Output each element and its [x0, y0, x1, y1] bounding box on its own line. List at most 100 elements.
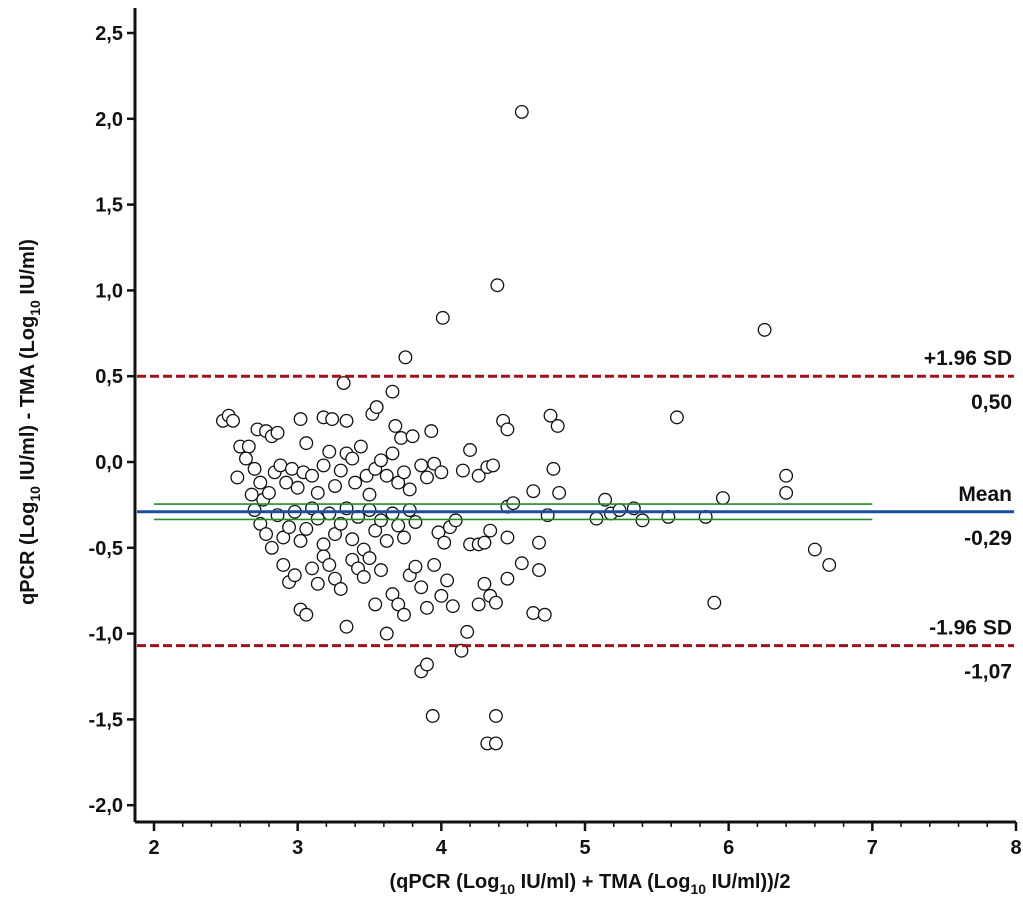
data-point	[532, 535, 546, 550]
y-axis-title: qPCR (Log10 IU/ml) - TMA (Log10 IU/ml)	[17, 239, 43, 605]
y-tick-label: -2,0	[89, 795, 123, 817]
data-point	[244, 487, 259, 502]
data-point	[550, 419, 565, 433]
data-point	[526, 606, 541, 620]
mean-value-label: -0,29	[964, 527, 1012, 550]
data-point	[460, 624, 475, 639]
data-point	[455, 463, 470, 478]
data-points	[216, 104, 837, 751]
data-point	[405, 429, 420, 444]
data-point	[391, 597, 406, 612]
axes: 2,5 2,0 1,5 1,0 0,5 0,0 -0,5 -1,0 -1,5 -2,0 2 3 4 5 6 7…	[89, 8, 1022, 859]
data-point	[437, 535, 452, 550]
data-point	[471, 468, 486, 483]
data-point	[328, 479, 342, 493]
data-point	[374, 453, 388, 468]
data-point	[322, 444, 337, 459]
data-point	[368, 597, 383, 612]
data-point	[448, 513, 463, 528]
data-point	[397, 465, 411, 480]
data-point	[282, 520, 296, 535]
data-point	[339, 413, 354, 428]
x-axis-title-subscript: 10	[500, 881, 516, 897]
data-point	[463, 443, 478, 457]
data-point	[397, 607, 411, 622]
data-point	[310, 576, 325, 591]
data-point	[362, 487, 377, 502]
data-point	[445, 599, 460, 614]
data-point	[477, 576, 492, 591]
data-point	[333, 516, 348, 531]
data-point	[440, 573, 455, 588]
data-point	[287, 568, 302, 583]
lower-loa-value-label: -1,07	[964, 661, 1012, 684]
y-tick-label: -1,5	[89, 709, 123, 731]
data-point	[425, 709, 440, 723]
data-point	[635, 513, 650, 528]
data-point	[500, 571, 515, 586]
y-tick-label: -1,0	[89, 624, 123, 646]
data-point	[356, 570, 371, 584]
data-point	[345, 532, 360, 547]
data-point	[299, 521, 314, 536]
data-point	[348, 475, 363, 490]
data-point	[226, 413, 240, 428]
data-point	[339, 619, 354, 634]
data-point	[264, 540, 279, 555]
data-point	[435, 310, 450, 325]
data-point	[394, 431, 409, 445]
data-point	[290, 480, 305, 495]
data-point	[500, 422, 515, 437]
data-point	[414, 580, 429, 595]
data-point	[230, 470, 245, 485]
reference-lines: +1.96 SD 0,50 Mean -0,29 -1.96 SD -1,07	[137, 347, 1014, 684]
x-axis-title: (qPCR (Log10 IU/ml) + TMA (Log10 IU/ml))…	[390, 871, 791, 897]
data-point	[420, 657, 434, 672]
data-point	[434, 588, 449, 603]
x-tick-label: 7	[867, 837, 878, 859]
data-point	[385, 384, 400, 399]
data-point	[322, 558, 337, 572]
data-point	[333, 463, 348, 478]
data-point	[310, 485, 325, 500]
data-point	[408, 515, 423, 530]
x-tick-label: 5	[579, 837, 590, 859]
x-tick-label: 3	[292, 837, 303, 859]
data-point	[328, 527, 342, 542]
data-point	[552, 485, 567, 500]
data-point	[391, 518, 406, 533]
y-tick-label: 2,5	[95, 23, 123, 45]
y-tick-label: 1,5	[95, 195, 123, 217]
data-point	[506, 496, 521, 511]
data-point	[402, 482, 417, 497]
data-point	[374, 563, 388, 578]
data-point	[402, 503, 417, 517]
data-point	[293, 533, 308, 548]
y-tick-label: -0,5	[89, 538, 123, 560]
x-tick-label: 2	[148, 837, 159, 859]
data-point	[434, 465, 449, 480]
data-point	[398, 350, 413, 365]
x-tick-label: 4	[436, 837, 448, 859]
data-point	[374, 513, 388, 528]
data-point	[273, 458, 288, 473]
data-point	[261, 485, 276, 500]
data-point	[385, 506, 400, 521]
data-point	[589, 511, 604, 526]
data-point	[483, 523, 498, 538]
data-point	[420, 470, 434, 485]
data-point	[757, 322, 772, 337]
data-point	[612, 503, 627, 517]
data-point	[368, 523, 383, 538]
upper-loa-value-label: 0,50	[971, 391, 1012, 414]
data-point	[707, 595, 722, 610]
data-point	[238, 451, 253, 466]
data-point	[325, 412, 340, 427]
data-point	[299, 607, 314, 622]
y-axis-title-subscript: 10	[27, 486, 43, 502]
data-point	[546, 461, 561, 476]
data-point	[488, 709, 503, 723]
data-point	[276, 558, 291, 572]
data-point	[514, 556, 529, 571]
